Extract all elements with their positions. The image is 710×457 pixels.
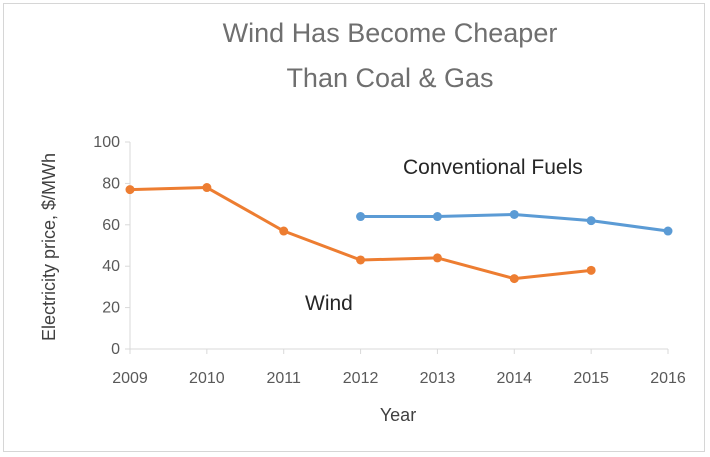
x-tick-label: 2015 bbox=[573, 370, 609, 387]
x-tick-label: 2012 bbox=[343, 370, 379, 387]
conventional-fuels-data-point bbox=[586, 216, 596, 226]
wind-series-line bbox=[129, 186, 592, 281]
tick-labels: 0 20 40 60 80 100 2009 2010 2011 2012 2013 2014 2015… bbox=[93, 134, 686, 387]
y-axis-label: Electricity price, $/MWh bbox=[39, 153, 59, 341]
axes bbox=[125, 141, 669, 354]
wind-data-point bbox=[509, 274, 519, 284]
x-tick-label: 2014 bbox=[496, 370, 532, 387]
conventional-fuels-data-point bbox=[356, 212, 366, 222]
wind-data-point bbox=[356, 255, 366, 265]
conventional-fuels-series-label: Conventional Fuels bbox=[403, 156, 583, 179]
wind-data-point bbox=[432, 253, 442, 263]
wind-series-label: Wind bbox=[305, 292, 353, 315]
x-tick-label: 2016 bbox=[650, 370, 686, 387]
wind-data-point bbox=[279, 226, 289, 236]
y-tick-label: 20 bbox=[102, 300, 120, 317]
x-tick-label: 2010 bbox=[189, 370, 225, 387]
conventional-fuels-data-point bbox=[432, 212, 442, 222]
wind-data-point bbox=[125, 185, 135, 195]
y-tick-label: 0 bbox=[111, 341, 120, 358]
y-tick-label: 40 bbox=[102, 258, 120, 275]
series-layer bbox=[125, 183, 673, 284]
x-tick-label: 2009 bbox=[112, 370, 148, 387]
x-tick-label: 2011 bbox=[267, 370, 302, 387]
wind-data-point bbox=[586, 265, 596, 275]
x-axis-label: Year bbox=[380, 405, 416, 425]
chart-frame bbox=[3, 3, 705, 452]
conventional-fuels-data-point bbox=[663, 226, 673, 236]
y-tick-label: 60 bbox=[102, 217, 120, 234]
x-tick-label: 2013 bbox=[420, 370, 456, 387]
series-annotations: Wind Conventional Fuels bbox=[305, 156, 583, 315]
wind-data-point bbox=[202, 183, 212, 193]
chart-title-line-2: Than Coal & Gas bbox=[286, 63, 493, 93]
chart-title-line-1: Wind Has Become Cheaper bbox=[223, 18, 558, 48]
y-tick-label: 100 bbox=[93, 134, 120, 151]
y-tick-label: 80 bbox=[102, 175, 120, 192]
conventional-fuels-data-point bbox=[509, 209, 519, 219]
